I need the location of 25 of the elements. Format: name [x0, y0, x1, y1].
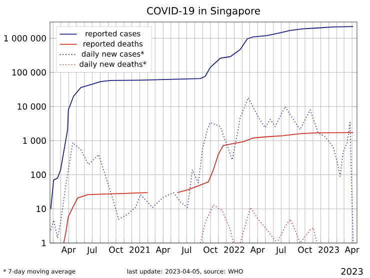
x-tick-label: 2021 — [130, 246, 150, 253]
y-tick-label: 1 — [42, 240, 46, 246]
y-tick-label: 10 — [36, 206, 46, 212]
chart-title: COVID-19 in Singapore — [147, 6, 260, 16]
y-tick-label: 1 000 — [23, 137, 46, 144]
x-tick-label: Jul — [181, 246, 191, 255]
y-tick-label: 10 000 — [18, 103, 46, 110]
text: 2023 — [341, 268, 363, 275]
x-tick-label: Jul — [276, 246, 286, 255]
x-tick-label: Apr — [344, 246, 360, 254]
line-series — [50, 97, 354, 243]
x-tick-label: Apr — [156, 246, 170, 254]
line-series — [200, 204, 318, 243]
x-tick-label: Oct — [298, 246, 312, 253]
y-tick-label: 1 000 000 — [4, 35, 46, 42]
x-tick-label: Apr — [61, 246, 76, 254]
x-tick-label: 2023 — [318, 246, 339, 253]
line-series — [50, 26, 354, 210]
x-tick-label: 2022 — [224, 246, 244, 253]
x-tick-label: Jul — [86, 246, 97, 255]
x-tick-label: Oct — [109, 246, 124, 253]
y-tick-label: 100 000 — [12, 69, 46, 76]
y-tick-label: 100 — [31, 172, 46, 178]
x-tick-label: Oct — [204, 246, 218, 253]
x-tick-label: Apr — [250, 246, 265, 254]
